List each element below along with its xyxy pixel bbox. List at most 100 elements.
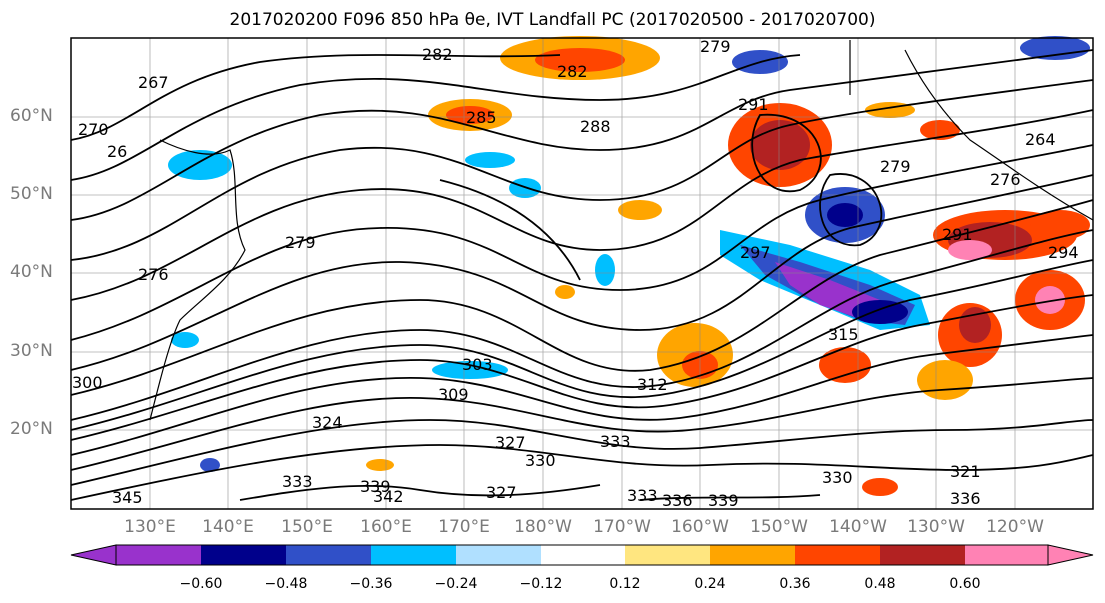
shade-patch: [446, 106, 494, 124]
contour-label: 333: [282, 472, 313, 491]
shade-patch: [535, 48, 625, 72]
contour-label: 333: [600, 432, 631, 451]
colorbar-segment: [880, 545, 965, 565]
contour-label: 321: [950, 462, 981, 481]
shade-patch: [200, 458, 220, 472]
shade-patch: [948, 240, 992, 260]
lat-label: 40°N: [10, 262, 53, 282]
colorbar-tick-label: −0.24: [434, 576, 478, 592]
shade-patch: [827, 203, 863, 227]
map-frame: [70, 37, 1094, 510]
contour-label: 291: [942, 225, 973, 244]
contour-label: 282: [557, 62, 588, 81]
colorbar: [70, 544, 1094, 566]
contour-label: 315: [828, 325, 859, 344]
contour-label: 267: [138, 73, 169, 92]
contour-lines: [70, 49, 1094, 501]
lon-label: 160°E: [360, 517, 412, 537]
contour-label: 327: [486, 483, 517, 502]
shade-patch: [432, 361, 508, 379]
lon-label: 130°E: [124, 517, 176, 537]
contour-label: 330: [525, 451, 556, 470]
shade-patch: [595, 254, 615, 286]
colorbar-tick-label: −0.36: [349, 576, 393, 592]
lon-label: 120°W: [986, 517, 1044, 537]
colorbar-tick-label: −0.12: [519, 576, 563, 592]
contour-label: 303: [462, 355, 493, 374]
colorbar-segment: [625, 545, 710, 565]
colorbar-tick-label: 0.24: [694, 576, 726, 592]
contour-label: 270: [78, 120, 109, 139]
contour-label: 291: [738, 95, 769, 114]
contour-label: 264: [1025, 130, 1056, 149]
contour-label: 324: [312, 413, 343, 432]
colorbar-segment: [201, 545, 286, 565]
lon-label: 130°W: [907, 517, 965, 537]
contour-label: 339: [360, 477, 391, 496]
contour-label: 294: [1048, 243, 1079, 262]
lon-label: 150°E: [281, 517, 333, 537]
contour-label: 276: [138, 265, 169, 284]
lon-label: 170°E: [438, 517, 490, 537]
lon-label: 140°W: [829, 517, 887, 537]
colorbar-segment: [116, 545, 201, 565]
colorbar-segment: [371, 545, 456, 565]
lat-label: 60°N: [10, 106, 53, 126]
contour-label: 279: [285, 233, 316, 252]
contour-label: 312: [637, 375, 668, 394]
colorbar-segment: [965, 545, 1048, 565]
plot-title: 2017020200 F096 850 hPa θe, IVT Landfall…: [229, 10, 876, 30]
contour-label: 330: [822, 468, 853, 487]
shade-patch: [917, 360, 973, 400]
lat-label: 20°N: [10, 419, 53, 439]
colorbar-tick-label: 0.36: [779, 576, 811, 592]
lon-label: 180°W: [514, 517, 572, 537]
contour-label: 333: [627, 486, 658, 505]
colorbar-tick-label: −0.60: [179, 576, 223, 592]
colorbar-tick-label: 0.12: [609, 576, 641, 592]
shade-patch: [366, 459, 394, 471]
contour-label: 345: [112, 488, 143, 507]
colorbar-segment: [456, 545, 541, 565]
shade-patch: [1035, 286, 1065, 314]
colorbar-tick-label: 0.60: [949, 576, 981, 592]
lat-label: 50°N: [10, 184, 53, 204]
shade-patch: [1030, 210, 1090, 240]
shade-patch: [852, 300, 908, 324]
colorbar-segment: [541, 545, 625, 565]
shade-patch: [465, 152, 515, 168]
shade-patch: [1020, 36, 1090, 60]
contour-label: 279: [880, 157, 911, 176]
contour-label: 336: [950, 489, 981, 508]
shade-patch: [171, 332, 199, 348]
contour-label: 300: [72, 373, 103, 392]
colorbar-extend-low: [70, 544, 117, 566]
contour-label: 309: [438, 385, 469, 404]
colorbar-extend-high: [1047, 544, 1094, 566]
lon-label: 170°W: [593, 517, 651, 537]
colorbar-segment: [710, 545, 795, 565]
contour-label-layer: 282 282 279 285 288 291 267 270 26 279 2…: [72, 37, 1079, 510]
contour-label: 342: [373, 487, 404, 506]
contour-label: 26: [107, 142, 127, 161]
colorbar-segment: [795, 545, 880, 565]
shade-patch: [618, 200, 662, 220]
colorbar-tick-label: 0.48: [864, 576, 896, 592]
contour-label: 297: [740, 243, 771, 262]
colorbar-outline: [115, 544, 1049, 566]
contour-label: 288: [580, 117, 611, 136]
lat-label: 30°N: [10, 341, 53, 361]
shade-patch: [555, 285, 575, 299]
shade-patch: [862, 478, 898, 496]
contour-label: 327: [495, 433, 526, 452]
contour-label: 336: [662, 491, 693, 510]
contour-label: 285: [466, 108, 497, 127]
contour-label: 279: [700, 37, 731, 56]
lon-label: 140°E: [202, 517, 254, 537]
lon-label: 150°W: [750, 517, 808, 537]
colorbar-segment: [286, 545, 371, 565]
lon-label: 160°W: [671, 517, 729, 537]
coastlines: [149, 40, 1094, 421]
contour-label: 282: [422, 45, 453, 64]
